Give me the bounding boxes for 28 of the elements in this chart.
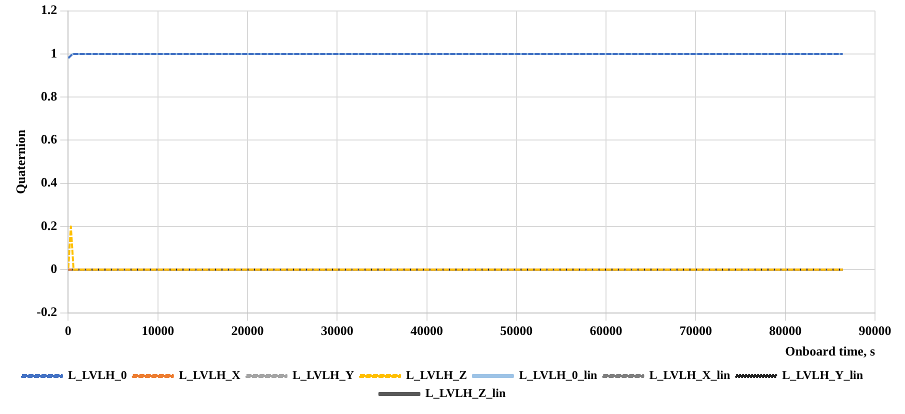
x-tick-label: 50000 [500, 322, 533, 338]
y-tick-label: 1 [50, 45, 58, 60]
y-tick-label: 0.6 [40, 132, 58, 147]
y-tick-label: 1.2 [40, 2, 58, 18]
legend-label: L_LVLH_X [178, 368, 241, 382]
y-tick-label: 0 [50, 261, 58, 276]
y-tick-label: 0.8 [40, 88, 58, 104]
x-axis-title: Onboard time, s [785, 344, 875, 359]
legend-label: L_LVLH_0_lin [518, 368, 598, 382]
y-tick-label: 0.2 [40, 218, 58, 233]
x-tick-label: 60000 [590, 322, 622, 338]
x-tick-label: 80000 [769, 322, 802, 338]
legend-label: L_LVLH_Y_lin [782, 368, 864, 382]
legend-label: L_LVLH_Z_lin [425, 386, 506, 400]
x-tick-label: 10000 [142, 322, 174, 338]
x-tick-label: 90000 [858, 322, 892, 338]
x-tick-label: 30000 [320, 322, 354, 338]
legend-label: L_LVLH_Y [292, 368, 354, 382]
y-axis-title: Quaternion [13, 128, 28, 194]
y-tick-label: 0.4 [40, 174, 58, 190]
x-tick-label: 20000 [231, 322, 264, 338]
x-tick-label: 70000 [679, 322, 712, 338]
legend-label: L_LVLH_0 [68, 368, 127, 382]
x-tick-label: 40000 [410, 322, 444, 338]
x-tick-label: 0 [64, 322, 72, 338]
legend-label: L_LVLH_Z [406, 368, 467, 382]
y-tick-label: -0.2 [36, 304, 58, 320]
legend-label: L_LVLH_X_lin [649, 368, 730, 382]
